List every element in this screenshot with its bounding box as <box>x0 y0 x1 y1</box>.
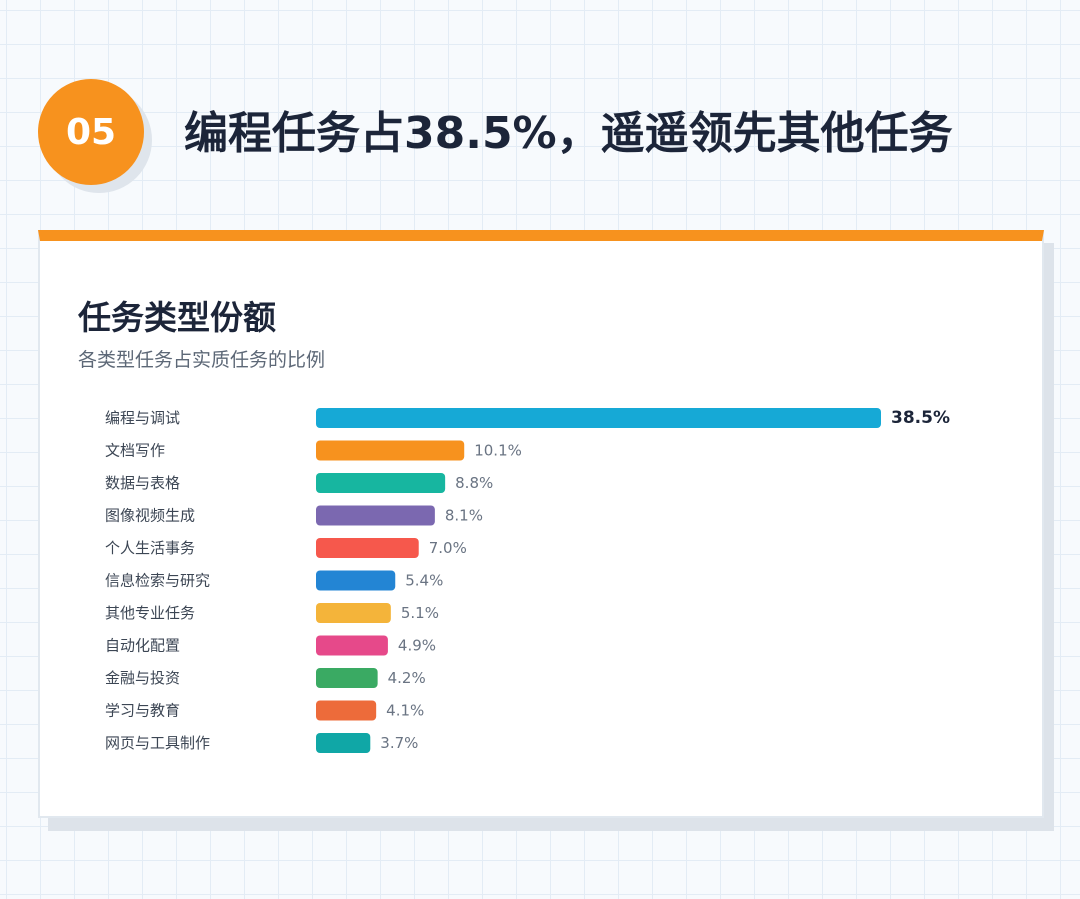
category-label: 金融与投资 <box>105 669 180 687</box>
category-label: 文档写作 <box>105 442 165 460</box>
value-label: 5.4% <box>405 572 443 590</box>
bar <box>316 538 419 558</box>
category-label: 编程与调试 <box>105 409 180 427</box>
category-label: 个人生活事务 <box>105 539 195 557</box>
category-label: 图像视频生成 <box>105 507 195 525</box>
value-label: 8.1% <box>445 507 483 525</box>
value-label: 4.2% <box>388 669 426 687</box>
chart-title: 任务类型份额 <box>78 298 276 337</box>
value-label: 8.8% <box>455 474 493 492</box>
chart-subtitle: 各类型任务占实质任务的比例 <box>78 349 326 371</box>
bar <box>316 700 377 721</box>
value-label: 10.1% <box>474 442 522 460</box>
bar <box>316 473 446 493</box>
category-label: 信息检索与研究 <box>105 572 210 590</box>
value-label: 38.5% <box>891 408 950 428</box>
bar <box>316 668 378 688</box>
bar-chart: 编程与调试 38.5% 文档写作 10.1% 数据与表格 8.8% 图像视频生成 8.1% 个人… <box>105 408 950 753</box>
value-label: 5.1% <box>401 604 439 622</box>
category-label: 数据与表格 <box>105 474 180 492</box>
value-label: 7.0% <box>429 539 467 557</box>
bar <box>316 440 465 461</box>
value-label: 4.1% <box>386 702 424 720</box>
category-label: 学习与教育 <box>105 702 180 720</box>
value-label: 3.7% <box>380 734 418 752</box>
page-headline: 编程任务占38.5%，遥遥领先其他任务 <box>184 108 953 159</box>
chart-card: 任务类型份额 各类型任务占实质任务的比例 编程与调试 38.5% 文档写作 10.1%… <box>38 230 1044 818</box>
value-label: 4.9% <box>398 637 436 655</box>
bar <box>316 603 391 623</box>
bar <box>316 408 881 428</box>
category-label: 其他专业任务 <box>105 604 195 622</box>
category-label: 自动化配置 <box>105 637 180 655</box>
bar <box>316 505 435 526</box>
bar <box>316 733 371 753</box>
bar <box>316 570 396 591</box>
section-number-badge: 05 <box>38 79 144 185</box>
category-label: 网页与工具制作 <box>105 734 210 752</box>
bar <box>316 635 388 656</box>
